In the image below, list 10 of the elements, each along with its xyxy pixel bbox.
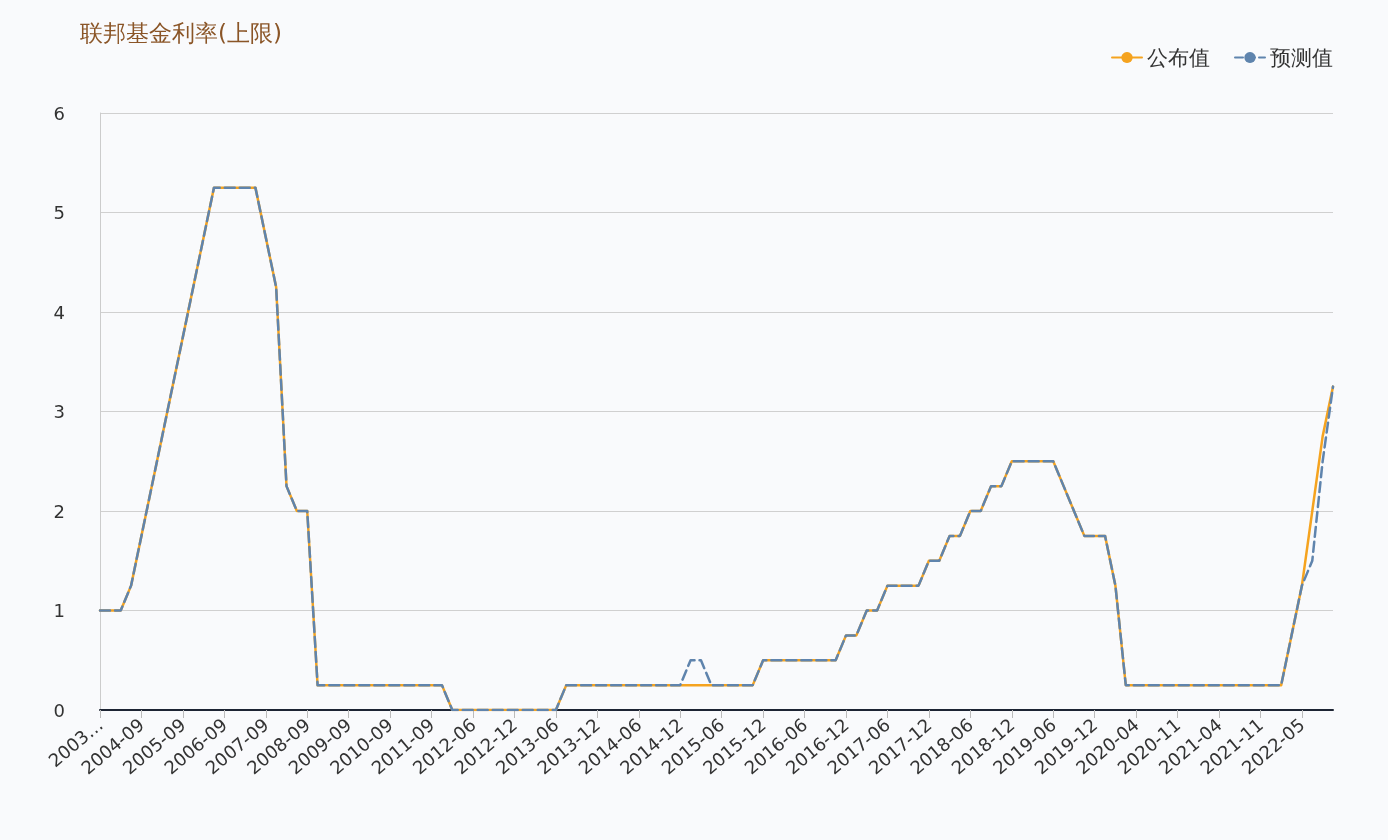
y-tick-label: 6 bbox=[53, 102, 65, 124]
y-tick-label: 1 bbox=[53, 600, 65, 621]
chart-title: 联邦基金利率(上限) bbox=[80, 19, 282, 46]
y-tick-label: 5 bbox=[53, 202, 65, 223]
y-tick-label: 3 bbox=[53, 401, 65, 422]
y-tick-label: 2 bbox=[53, 500, 65, 522]
legend-label: 公布值 bbox=[1147, 45, 1210, 70]
y-tick-label: 4 bbox=[53, 301, 65, 323]
y-tick-label: 0 bbox=[53, 699, 65, 721]
legend-label: 预测值 bbox=[1270, 45, 1333, 70]
